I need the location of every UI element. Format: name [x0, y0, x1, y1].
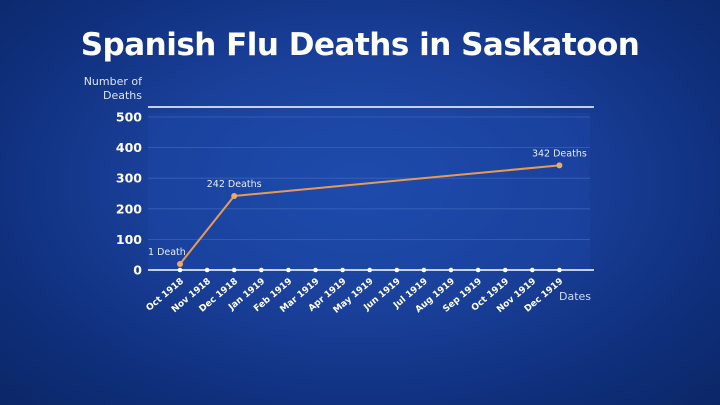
y-tick-label: 100: [116, 232, 142, 247]
x-tick-dot: [394, 267, 400, 273]
axes: [148, 106, 594, 273]
x-tick-dot: [367, 267, 373, 273]
data-label: 1 Death: [148, 247, 186, 258]
y-tick-labels: 0 100 200 300 400 500: [116, 110, 142, 278]
x-tick-dot: [530, 267, 535, 273]
x-tick-dot: [557, 267, 562, 273]
x-tick-dot: [231, 267, 237, 273]
data-label: 342 Deaths: [532, 148, 587, 159]
data-point: [177, 261, 183, 267]
data-series: 1 Death 242 Deaths 342 Deaths: [148, 148, 587, 267]
x-tick-dot: [313, 267, 318, 273]
x-tick-dot: [421, 267, 427, 273]
x-tick-dot: [204, 267, 210, 273]
y-tick-label: 300: [116, 171, 142, 186]
x-tick-dot: [259, 267, 264, 273]
x-tick-dot: [502, 267, 508, 273]
gridlines: [148, 113, 590, 270]
chart-title: Spanish Flu Deaths in Saskatoon: [80, 27, 640, 63]
y-tick-label: 400: [116, 140, 142, 155]
data-point: [231, 192, 238, 199]
y-tick-label: 200: [116, 201, 142, 216]
x-tick-dot: [448, 267, 454, 273]
x-axis-label: Dates: [559, 290, 592, 303]
x-tick-dot: [340, 267, 345, 273]
x-tick-dot: [177, 267, 183, 273]
x-tick-dot: [475, 267, 481, 273]
y-tick-label: 500: [116, 110, 142, 125]
x-tick-dot: [286, 267, 291, 273]
data-point: [556, 162, 563, 169]
data-label: 242 Deaths: [207, 179, 262, 190]
y-axis-label: Number of Deaths: [83, 75, 142, 102]
y-tick-label: 0: [133, 263, 142, 278]
